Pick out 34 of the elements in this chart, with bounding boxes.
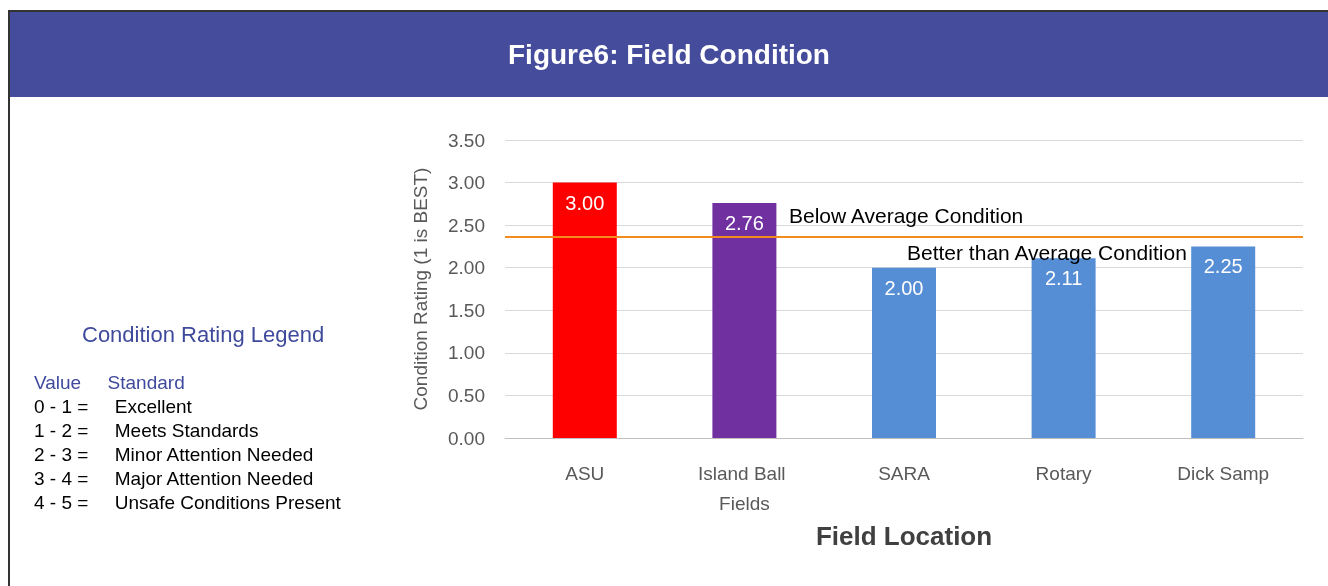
- text: 4 - 5 = Unsafe Conditions Present: [34, 492, 341, 514]
- bar: [712, 203, 777, 438]
- annotation: Better than Average Condition: [907, 241, 1187, 266]
- text: 3 - 4 = Major Attention Needed: [34, 468, 314, 490]
- y-tick-label: 1.00: [448, 342, 485, 364]
- y-tick-label: 2.50: [448, 214, 485, 236]
- y-tick-label: 0.00: [448, 427, 485, 449]
- y-tick-label: 3.50: [448, 129, 485, 151]
- data-label: 2.25: [1203, 255, 1243, 278]
- y-tick-label: 0.50: [448, 384, 485, 406]
- text: 0 - 1 = Excellent: [34, 396, 192, 418]
- data-label: 2.11: [1044, 267, 1083, 290]
- data-label: 3.00: [565, 191, 605, 214]
- y-tick-label: 3.00: [448, 172, 485, 194]
- annotation: Below Average Condition: [789, 204, 1024, 229]
- x-tick-label: ASU: [565, 462, 605, 484]
- x-tick-label: Dick Samp: [1177, 462, 1270, 484]
- x-tick-label: Rotary: [1035, 462, 1093, 484]
- bar: [552, 182, 617, 438]
- bar: [872, 267, 936, 438]
- x-tick-label: Island Ball Fields: [697, 462, 791, 514]
- y-tick-label: 1.50: [448, 299, 485, 321]
- y-tick-label: 2.00: [448, 257, 485, 279]
- text: 1 - 2 = Meets Standards: [34, 420, 259, 442]
- y-axis-title: Condition Rating (1 is BEST): [410, 167, 431, 411]
- x-tick-label: SARA: [878, 462, 931, 484]
- chart-title: Figure6: Field Condition: [10, 12, 1328, 97]
- text: Condition Rating Legend: [82, 322, 325, 348]
- text: 2 - 3 = Minor Attention Needed: [34, 444, 314, 466]
- data-label: 2.00: [884, 276, 924, 299]
- bar: [1191, 246, 1256, 438]
- x-axis-title: Field Location: [815, 521, 993, 551]
- data-label: 2.76: [724, 212, 764, 235]
- text: Value Standard: [34, 372, 185, 394]
